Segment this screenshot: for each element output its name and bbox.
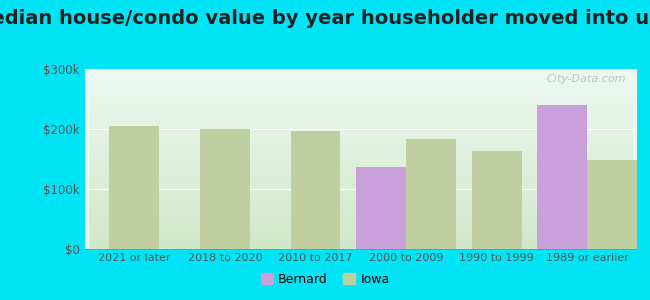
Bar (109, 126, 159, 249)
Bar (538, 105, 587, 249)
Bar (200, 129, 250, 249)
Bar (406, 139, 456, 249)
Legend: Bernard, Iowa: Bernard, Iowa (255, 268, 395, 291)
Text: Median house/condo value by year householder moved into unit: Median house/condo value by year househo… (0, 9, 650, 28)
Bar (472, 151, 521, 249)
Bar (587, 160, 637, 249)
Bar (356, 167, 406, 249)
Text: City-Data.com: City-Data.com (547, 74, 626, 84)
Bar (291, 131, 341, 249)
